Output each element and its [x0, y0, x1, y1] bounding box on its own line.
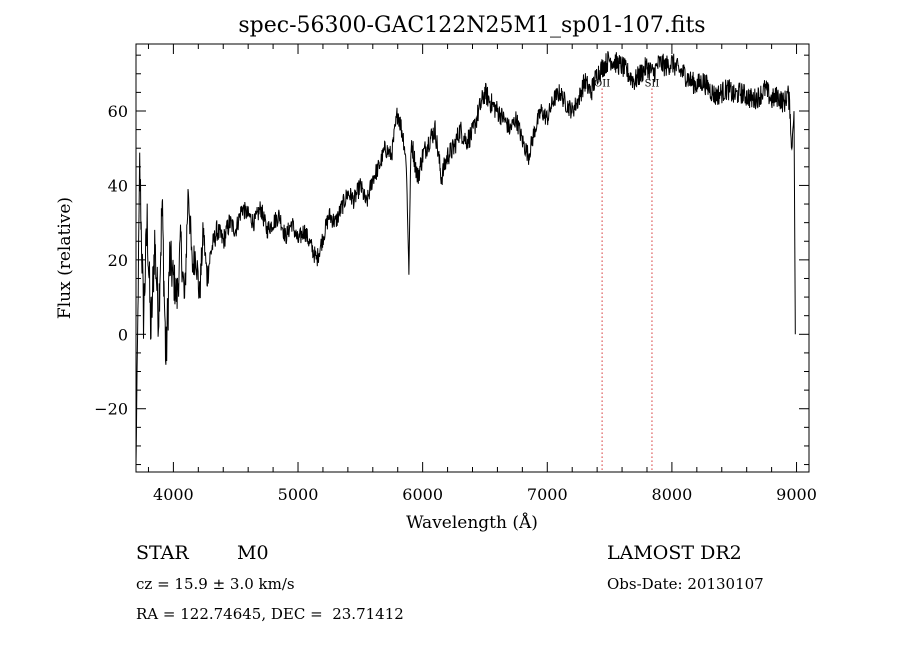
redshift-velocity: cz = 15.9 ± 3.0 km/s — [136, 575, 295, 593]
x-tick-label: 9000 — [776, 485, 817, 504]
object-subclass: M0 — [237, 542, 269, 564]
line-marker-label: SII — [645, 79, 660, 90]
survey-name: LAMOST DR2 — [607, 542, 742, 564]
x-tick-label: 6000 — [402, 485, 443, 504]
emission-line-markers: OII SII — [594, 79, 659, 472]
line-marker-label: OII — [594, 79, 610, 90]
spectrum-line — [135, 51, 796, 465]
y-tick-label: 40 — [108, 176, 128, 195]
x-tick-label: 8000 — [652, 485, 693, 504]
y-axis-label: Flux (relative) — [55, 197, 75, 319]
minor-ticks — [136, 44, 809, 472]
observation-date: Obs-Date: 20130107 — [607, 575, 764, 593]
y-tick-label: 60 — [108, 102, 128, 121]
x-tick-label: 7000 — [527, 485, 568, 504]
x-axis-label: Wavelength (Å) — [406, 512, 538, 533]
coordinates: RA = 122.74645, DEC = 23.71412 — [136, 605, 404, 623]
plot-frame — [135, 43, 810, 473]
y-tick-label: −20 — [94, 400, 128, 419]
chart-title: spec-56300-GAC122N25M1_sp01-107.fits — [238, 13, 705, 38]
x-tick-label: 4000 — [153, 485, 194, 504]
major-ticks — [136, 44, 809, 472]
x-tick-label: 5000 — [278, 485, 319, 504]
object-class: STAR — [136, 542, 189, 564]
y-tick-label: 20 — [108, 251, 128, 270]
tick-labels: 4000 5000 6000 7000 8000 9000 −20 0 20 40 60 — [94, 102, 817, 504]
y-tick-label: 0 — [118, 325, 128, 344]
